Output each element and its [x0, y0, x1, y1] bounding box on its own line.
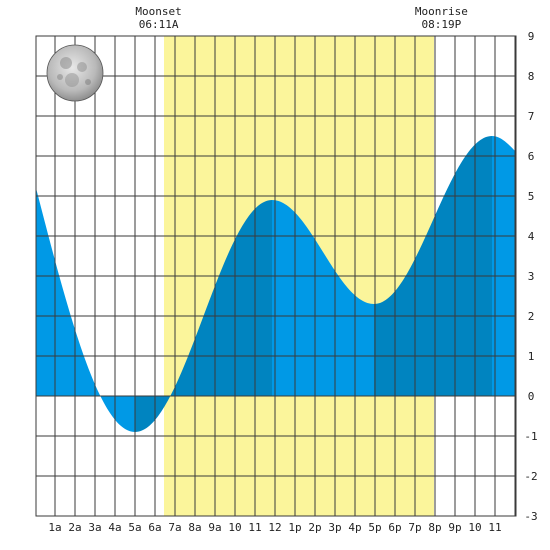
x-tick-label: 8a	[188, 521, 201, 534]
y-tick-label: 4	[528, 230, 535, 243]
x-tick-label: 4a	[108, 521, 121, 534]
tide-segment	[272, 200, 374, 396]
y-tick-label: 2	[528, 310, 535, 323]
y-tick-label: 6	[528, 150, 535, 163]
y-axis-tick-labels: -3 -2 -1 0 1 2 3 4 5 6 7 8 9	[524, 30, 537, 523]
x-tick-label: 6p	[388, 521, 401, 534]
y-tick-label: 1	[528, 350, 535, 363]
x-tick-label: 5p	[368, 521, 381, 534]
y-tick-label: -3	[524, 510, 537, 523]
y-tick-label: 8	[528, 70, 535, 83]
x-tick-label: 1a	[48, 521, 61, 534]
x-tick-label: 2a	[68, 521, 81, 534]
x-tick-label: 8p	[428, 521, 441, 534]
y-tick-label: 5	[528, 190, 535, 203]
x-tick-label: 3p	[328, 521, 341, 534]
y-tick-label: -2	[524, 470, 537, 483]
tide-segment	[374, 136, 492, 396]
x-tick-label: 4p	[348, 521, 361, 534]
x-tick-label: 1p	[288, 521, 301, 534]
moonrise-label: Moonrise	[415, 5, 468, 18]
x-tick-label: 6a	[148, 521, 161, 534]
x-tick-label: 11	[248, 521, 261, 534]
y-tick-label: -1	[524, 430, 537, 443]
x-tick-label: 7a	[168, 521, 181, 534]
x-tick-label: 9a	[208, 521, 221, 534]
moonrise-time: 08:19P	[422, 18, 462, 31]
tide-segment	[36, 188, 135, 432]
y-tick-label: 9	[528, 30, 535, 43]
y-tick-label: 7	[528, 110, 535, 123]
plot-border	[35, 35, 517, 517]
x-tick-label: 11	[488, 521, 501, 534]
x-tick-label: 12	[268, 521, 281, 534]
x-tick-label: 2p	[308, 521, 321, 534]
x-tick-label: 10	[468, 521, 481, 534]
x-tick-label: 10	[228, 521, 241, 534]
tide-segment	[492, 136, 516, 396]
full-moon-icon	[46, 44, 104, 102]
x-tick-label: 9p	[448, 521, 461, 534]
x-tick-label: 3a	[88, 521, 101, 534]
x-axis-tick-labels: 1a 2a 3a 4a 5a 6a 7a 8a 9a 10 11 12 1p 2p 3p 4p 5p 6p 7p 8p…	[48, 521, 501, 534]
moonset-label: Moonset	[135, 5, 181, 18]
x-tick-label: 5a	[128, 521, 141, 534]
y-tick-label: 0	[528, 390, 535, 403]
y-tick-label: 3	[528, 270, 535, 283]
moonset-time: 06:11A	[139, 18, 179, 31]
x-tick-label: 7p	[408, 521, 421, 534]
moon-events: Moonset 06:11A Moonrise 08:19P	[135, 5, 467, 31]
grid-lines	[35, 35, 517, 517]
